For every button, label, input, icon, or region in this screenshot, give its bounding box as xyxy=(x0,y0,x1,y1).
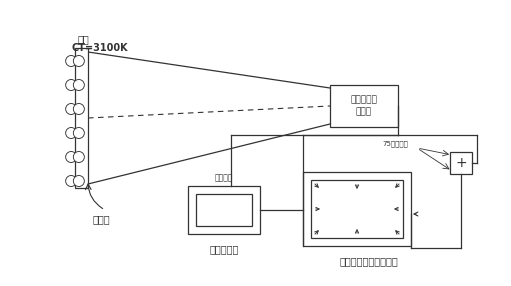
Text: 灯筱: 灯筱 xyxy=(78,34,89,44)
Text: 测试图: 测试图 xyxy=(93,214,110,224)
Text: 同步输入: 同步输入 xyxy=(215,173,233,182)
Bar xyxy=(450,152,472,174)
Text: 75欧妻终接: 75欧妻终接 xyxy=(382,140,408,147)
Circle shape xyxy=(74,128,84,138)
Text: 欠扫描彩色电视监视器: 欠扫描彩色电视监视器 xyxy=(340,256,399,266)
Circle shape xyxy=(65,104,77,114)
Bar xyxy=(303,172,411,246)
Circle shape xyxy=(65,80,77,90)
Circle shape xyxy=(65,55,77,67)
Text: 非网络接口
摄像机: 非网络接口 摄像机 xyxy=(351,95,378,117)
Text: CT=3100K: CT=3100K xyxy=(71,43,128,53)
Circle shape xyxy=(74,104,84,114)
Text: +: + xyxy=(455,156,467,170)
Circle shape xyxy=(74,176,84,186)
Circle shape xyxy=(74,80,84,90)
Circle shape xyxy=(74,152,84,162)
Bar xyxy=(196,194,252,226)
Circle shape xyxy=(74,55,84,67)
Bar xyxy=(311,180,403,238)
Text: 图形发生器: 图形发生器 xyxy=(210,244,239,254)
Bar xyxy=(330,85,398,127)
Circle shape xyxy=(65,128,77,138)
Bar xyxy=(75,48,88,188)
Circle shape xyxy=(65,176,77,186)
Bar xyxy=(188,186,260,234)
Circle shape xyxy=(65,152,77,162)
